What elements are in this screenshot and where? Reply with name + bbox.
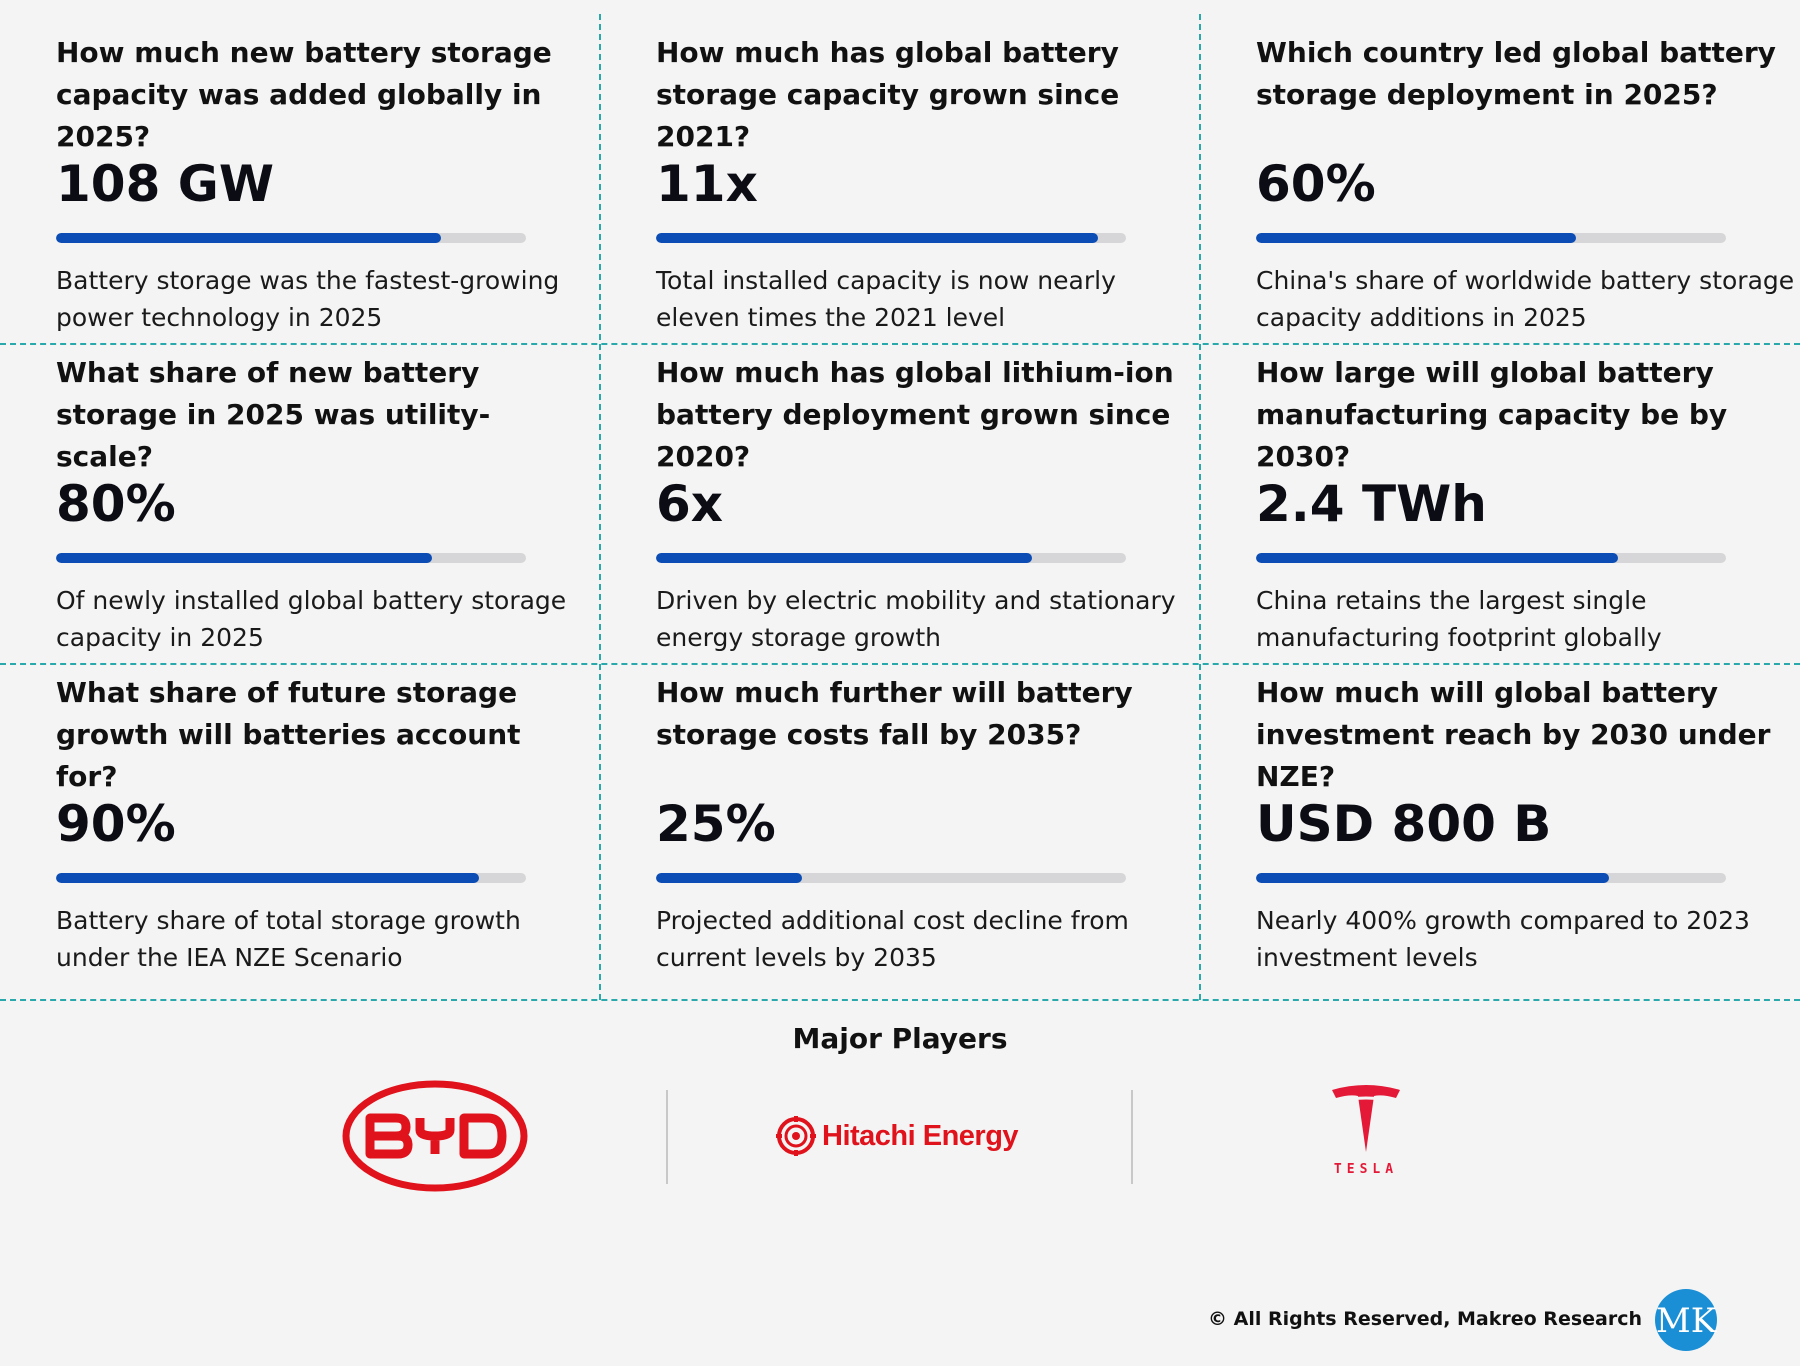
copyright-text: © All Rights Reserved, Makreo Research [1208, 1308, 1643, 1330]
tesla-t-icon [1332, 1085, 1400, 1152]
stat-card: How much new battery storage capacity wa… [56, 32, 586, 332]
stat-card: Which country led global battery storage… [1256, 32, 1794, 332]
stat-card: How large will global battery manufactur… [1256, 352, 1786, 652]
stat-description: Nearly 400% growth compared to 2023 inve… [1256, 906, 1750, 972]
stat-value: 2.4 TWh [1256, 475, 1487, 533]
progress-fill [56, 553, 432, 563]
column-divider [599, 14, 601, 1000]
progress-fill [1256, 233, 1576, 243]
stat-value: 6x [656, 475, 724, 533]
stat-card: How much has global lithium-ion battery … [656, 352, 1186, 652]
hitachi-symbol-icon [776, 1116, 816, 1156]
progress-fill [1256, 553, 1618, 563]
stat-description: Projected additional cost decline from c… [656, 906, 1129, 972]
stat-question: How much has global battery storage capa… [656, 36, 1120, 153]
progress-fill [656, 873, 802, 883]
stat-card: How much will global battery investment … [1256, 672, 1786, 972]
progress-bar [656, 233, 1126, 243]
tesla-logo: TESLA [1318, 1084, 1414, 1177]
progress-bar [1256, 873, 1726, 883]
stat-description: China retains the largest single manufac… [1256, 586, 1662, 652]
logo-divider [666, 1090, 668, 1184]
stat-value: 25% [656, 795, 776, 853]
makreo-logo: MK [1655, 1289, 1717, 1351]
major-players-title: Major Players [792, 1022, 1008, 1055]
stat-question: How much will global battery investment … [1256, 676, 1771, 793]
hitachi-energy-logo: Hitachi Energy [776, 1116, 1019, 1156]
progress-bar [56, 873, 526, 883]
stat-question: How large will global battery manufactur… [1256, 356, 1728, 473]
progress-fill [56, 233, 442, 243]
stat-description: Battery share of total storage growth un… [56, 906, 521, 972]
stat-description: Total installed capacity is now nearly e… [656, 266, 1116, 332]
stat-card: What share of future storage growth will… [56, 672, 586, 972]
stat-value: 60% [1256, 155, 1376, 213]
stat-description: China's share of worldwide battery stora… [1256, 266, 1795, 332]
stat-card: What share of new battery storage in 202… [56, 352, 586, 652]
stat-question: How much has global lithium-ion battery … [656, 356, 1174, 473]
stats-grid: How much new battery storage capacity wa… [0, 14, 1800, 1001]
progress-bar [1256, 233, 1726, 243]
stat-question: Which country led global battery storage… [1256, 36, 1776, 111]
makreo-logo-text: MK [1656, 1301, 1717, 1341]
stat-question: How much new battery storage capacity wa… [56, 36, 552, 153]
stat-value: 90% [56, 795, 176, 853]
progress-bar [1256, 553, 1726, 563]
stat-description: Battery storage was the fastest-growing … [56, 266, 560, 332]
stat-description: Of newly installed global battery storag… [56, 586, 567, 652]
progress-fill [656, 553, 1032, 563]
progress-fill [1256, 873, 1609, 883]
progress-bar [656, 553, 1126, 563]
logo-divider [1131, 1090, 1133, 1184]
stat-question: How much further will battery storage co… [656, 676, 1133, 751]
stat-description: Driven by electric mobility and stationa… [656, 586, 1176, 652]
byd-logo [342, 1080, 528, 1192]
tesla-wordmark: TESLA [1333, 1162, 1399, 1177]
column-divider [1199, 14, 1201, 1000]
progress-bar [56, 553, 526, 563]
stat-value: 80% [56, 475, 176, 533]
row-divider [0, 343, 1800, 345]
row-divider [0, 999, 1800, 1001]
progress-fill [656, 233, 1098, 243]
stat-question: What share of future storage growth will… [56, 676, 521, 793]
stat-value: USD 800 B [1256, 795, 1552, 853]
hitachi-energy-wordmark: Hitachi Energy [822, 1119, 1019, 1152]
stat-card: How much has global battery storage capa… [656, 32, 1186, 332]
stat-value: 108 GW [56, 155, 274, 213]
progress-fill [56, 873, 479, 883]
stat-card: How much further will battery storage co… [656, 672, 1186, 972]
stat-value: 11x [656, 155, 758, 213]
stat-question: What share of new battery storage in 202… [56, 356, 491, 473]
progress-bar [656, 873, 1126, 883]
row-divider [0, 663, 1800, 665]
progress-bar [56, 233, 526, 243]
